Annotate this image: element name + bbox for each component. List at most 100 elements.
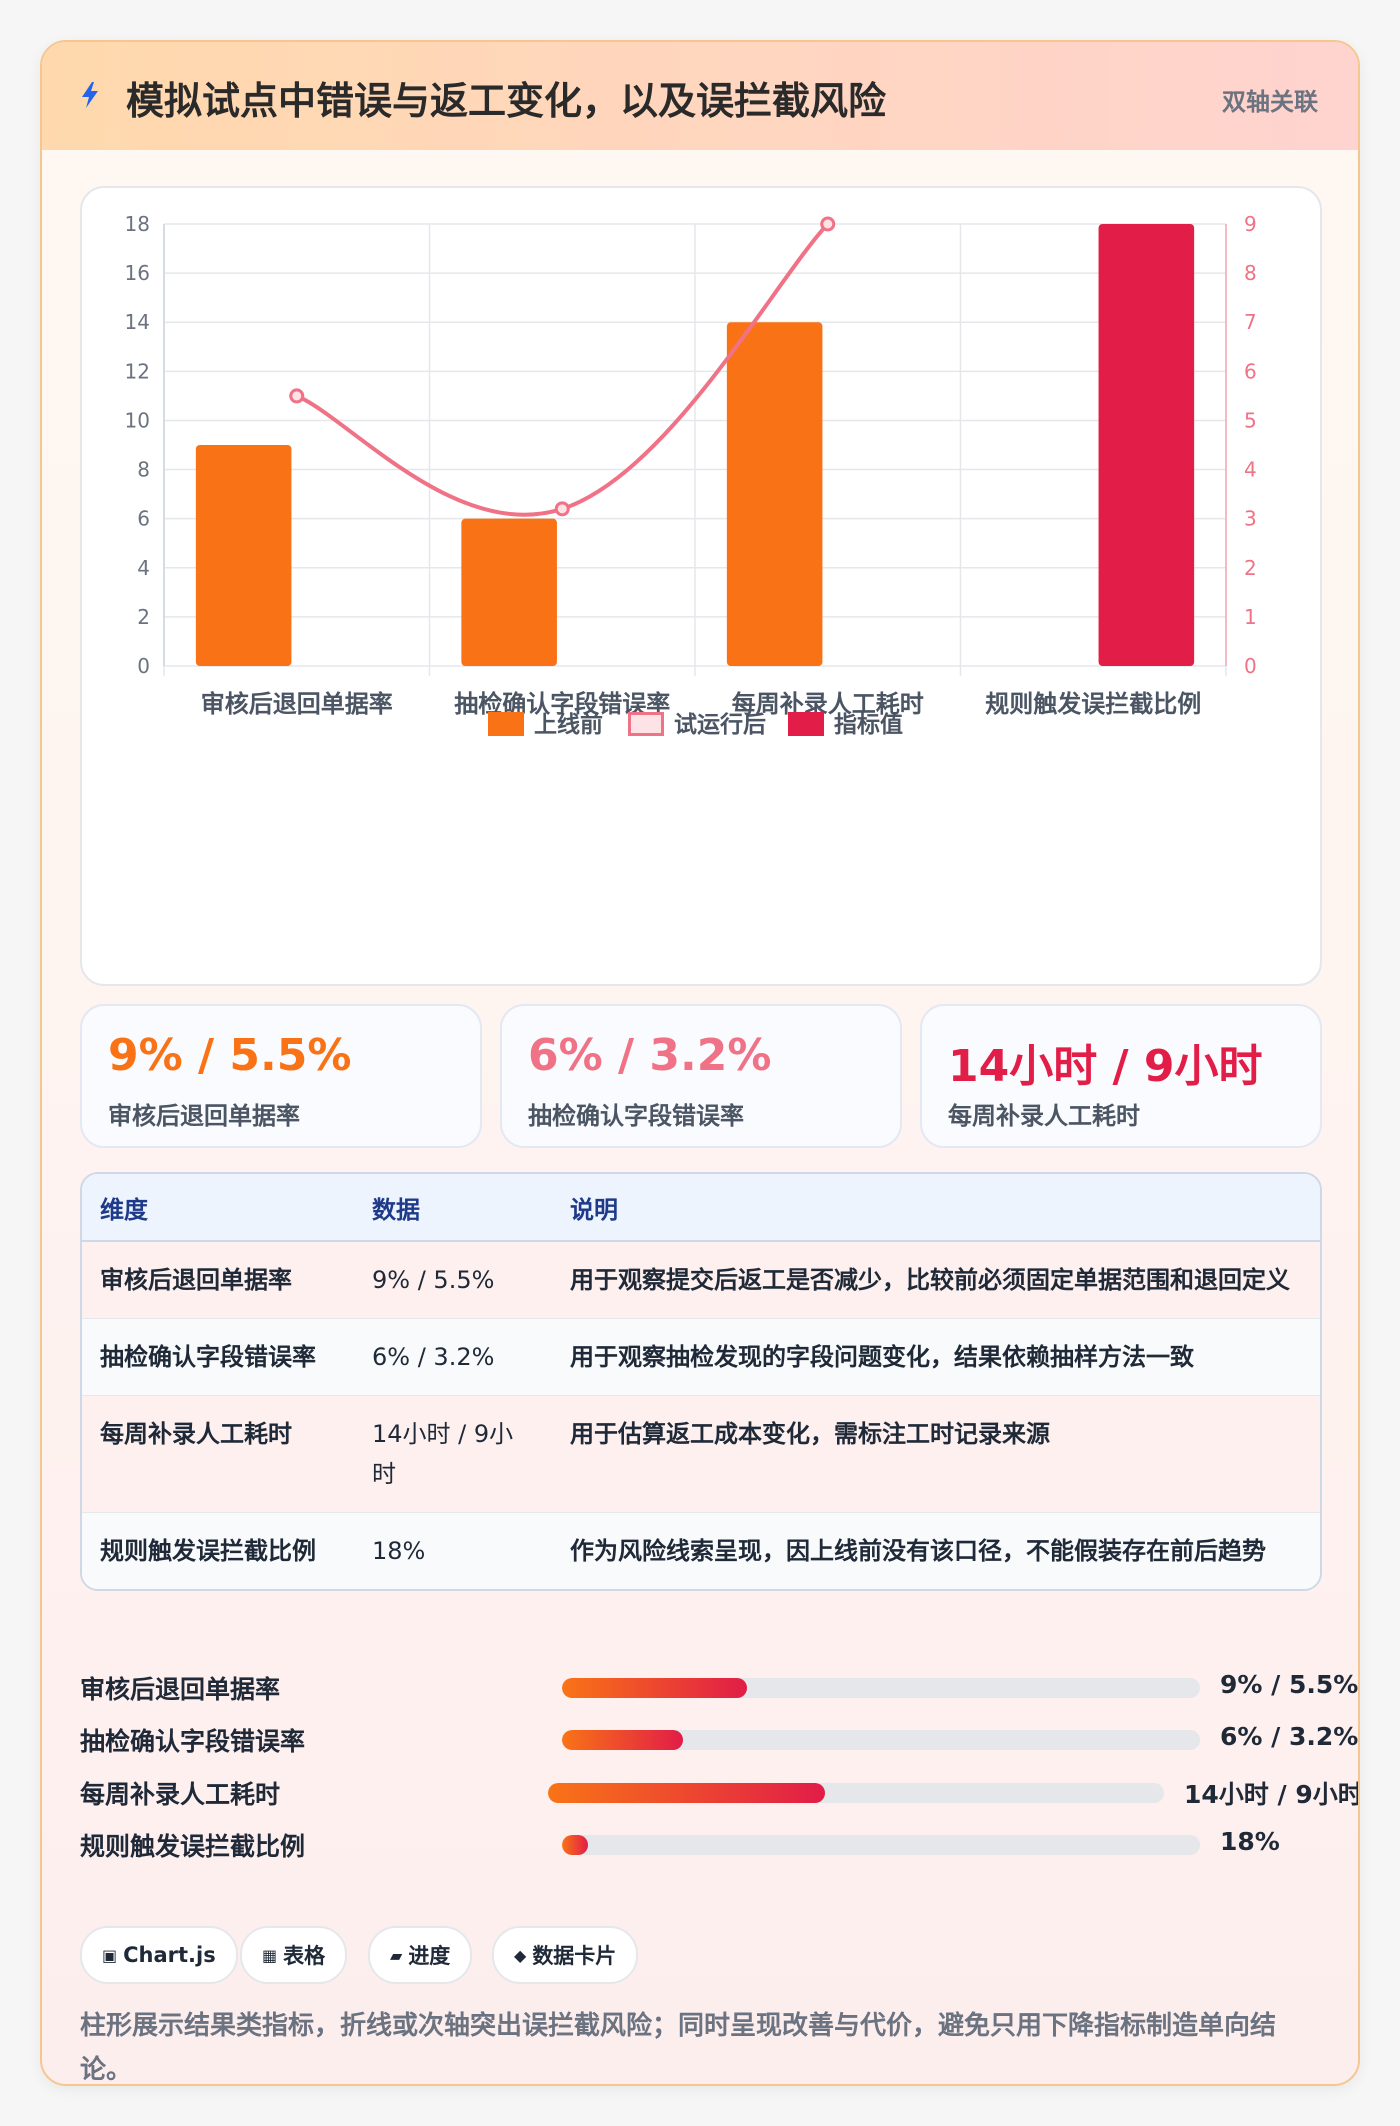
progress-value: 6% / 3.2%: [1220, 1722, 1359, 1751]
x-tick-label: 每周补录人工耗时: [732, 690, 924, 718]
stat-card-manual-hours: 14小时 / 9小时 每周补录人工耗时: [920, 1004, 1322, 1148]
chip-chartjs[interactable]: ▣ Chart.js: [80, 1926, 238, 1984]
progress-fill: [562, 1678, 748, 1698]
y-right-tick-label: 0: [1244, 654, 1257, 678]
y-right-tick-label: 8: [1244, 261, 1257, 285]
stat-value: 6% / 3.2%: [528, 1030, 772, 1081]
table-header-row: 维度 数据 说明: [82, 1174, 1320, 1242]
column-header: 维度: [82, 1174, 354, 1242]
chip-label: 数据卡片: [532, 1944, 617, 1968]
progress-fill: [562, 1730, 684, 1750]
stat-card-field-error: 6% / 3.2% 抽检确认字段错误率: [500, 1004, 902, 1148]
legend-swatch: [628, 712, 664, 736]
progress-row: 规则触发误拦截比例 18%: [80, 1823, 1324, 1863]
progress-label: 审核后退回单据率: [80, 1675, 281, 1704]
legend-label: 试运行后: [674, 711, 766, 738]
progress-label: 规则触发误拦截比例: [80, 1832, 306, 1861]
chart-icon: ▣: [102, 1945, 118, 1965]
chip-label: Chart.js: [123, 1943, 216, 1967]
y-left-tick-label: 14: [125, 310, 150, 334]
table-cell: 14小时 / 9小时: [354, 1395, 552, 1513]
column-header: 数据: [354, 1174, 552, 1242]
progress-label: 每周补录人工耗时: [80, 1780, 281, 1809]
table-cell: 用于估算返工成本变化，需标注工时记录来源: [552, 1395, 1320, 1513]
table-cell: 9% / 5.5%: [354, 1241, 552, 1319]
stat-label: 抽检确认字段错误率: [528, 1102, 744, 1130]
progress-fill: [548, 1783, 826, 1803]
bar: [1098, 224, 1195, 666]
line-point: [820, 216, 836, 232]
chip-progress[interactable]: ▰ 进度: [368, 1926, 473, 1984]
table-row: 每周补录人工耗时 14小时 / 9小时 用于估算返工成本变化，需标注工时记录来源: [82, 1395, 1320, 1513]
progress-row: 审核后退回单据率 9% / 5.5%: [80, 1666, 1358, 1706]
x-tick-label: 审核后退回单据率: [201, 690, 393, 718]
progress-track: [562, 1730, 1200, 1750]
chip-label: 进度: [408, 1944, 451, 1968]
data-table: 维度 数据 说明 审核后退回单据率 9% / 5.5% 用于观察提交后返工是否减…: [80, 1172, 1322, 1591]
table-cell: 6% / 3.2%: [354, 1318, 552, 1396]
progress-value: 18%: [1220, 1827, 1280, 1856]
legend-swatch: [488, 712, 524, 736]
line-point: [554, 501, 570, 517]
progress-fill: [562, 1835, 588, 1855]
stat-label: 每周补录人工耗时: [948, 1102, 1140, 1130]
y-right-tick-label: 6: [1244, 359, 1257, 383]
y-left-tick-label: 18: [125, 212, 150, 236]
line-point: [289, 388, 305, 404]
bar: [461, 518, 557, 666]
y-right-tick-label: 9: [1244, 212, 1257, 236]
bar: [195, 445, 292, 666]
legend-label: 指标值: [834, 711, 903, 738]
legend-label: 上线前: [534, 711, 603, 738]
y-right-tick-label: 1: [1244, 605, 1257, 629]
stat-card-return-rate: 9% / 5.5% 审核后退回单据率: [80, 1004, 482, 1148]
table-cell: 每周补录人工耗时: [82, 1395, 354, 1513]
y-left-tick-label: 2: [137, 605, 150, 629]
stat-label: 审核后退回单据率: [108, 1102, 300, 1130]
progress-track: [562, 1678, 1200, 1698]
table-cell: 18%: [354, 1512, 552, 1589]
x-tick-label: 规则触发误拦截比例: [985, 690, 1201, 718]
table-cell: 审核后退回单据率: [82, 1241, 354, 1319]
progress-track: [562, 1835, 1200, 1855]
chip-table[interactable]: ▦ 表格: [240, 1926, 348, 1984]
column-header: 说明: [552, 1174, 1320, 1242]
y-left-tick-label: 6: [137, 507, 150, 531]
y-left-tick-label: 12: [125, 359, 150, 383]
table-row: 审核后退回单据率 9% / 5.5% 用于观察提交后返工是否减少，比较前必须固定…: [82, 1241, 1320, 1319]
table-cell: 用于观察抽检发现的字段问题变化，结果依赖抽样方法一致: [552, 1318, 1320, 1396]
table-icon: ▦: [262, 1945, 278, 1965]
table-row: 抽检确认字段错误率 6% / 3.2% 用于观察抽检发现的字段问题变化，结果依赖…: [82, 1318, 1320, 1396]
y-left-tick-label: 0: [137, 654, 150, 678]
table-cell: 用于观察提交后返工是否减少，比较前必须固定单据范围和退回定义: [552, 1241, 1320, 1319]
table-cell: 抽检确认字段错误率: [82, 1318, 354, 1396]
progress-label: 抽检确认字段错误率: [80, 1727, 306, 1756]
y-left-tick-label: 4: [137, 556, 150, 580]
legend-swatch: [788, 712, 824, 736]
progress-value: 9% / 5.5%: [1220, 1670, 1359, 1699]
lightning-icon: [82, 82, 98, 108]
footnote: 柱形展示结果类指标，折线或次轴突出误拦截风险；同时呈现改善与代价，避免只用下降指…: [80, 2011, 1277, 2085]
y-left-tick-label: 10: [125, 408, 150, 432]
progress-icon: ▰: [390, 1945, 403, 1965]
table-row: 规则触发误拦截比例 18% 作为风险线索呈现，因上线前没有该口径，不能假装存在前…: [82, 1512, 1320, 1589]
chart-container: 0 2 4 6 8 10 12 14 16 18 0 1 2 3 4 5 6 7 8 9 审核后退回单据率 抽检确认字段错…: [80, 186, 1322, 986]
report-card: 模拟试点中错误与返工变化，以及误拦截风险 双轴关联 0 2 4 6 8 10 12 14 16 1…: [40, 40, 1360, 2086]
stat-value: 9% / 5.5%: [108, 1030, 352, 1081]
chip-label: 表格: [283, 1944, 326, 1968]
stat-value: 14小时 / 9小时: [948, 1041, 1263, 1092]
progress-track: [548, 1783, 1164, 1803]
y-right-tick-label: 3: [1244, 507, 1257, 531]
y-left-tick-label: 8: [137, 458, 150, 482]
progress-value: 14小时 / 9小时: [1184, 1780, 1360, 1809]
bar: [726, 322, 823, 666]
y-right-tick-label: 2: [1244, 556, 1257, 580]
card-title: 模拟试点中错误与返工变化，以及误拦截风险: [126, 79, 887, 123]
diamond-icon: ◆: [514, 1945, 527, 1965]
chip-data-card[interactable]: ◆ 数据卡片: [492, 1926, 639, 1984]
y-right-tick-label: 7: [1244, 310, 1257, 334]
card-header: 模拟试点中错误与返工变化，以及误拦截风险 双轴关联: [42, 42, 1358, 150]
progress-row: 抽检确认字段错误率 6% / 3.2%: [80, 1718, 1358, 1758]
y-right-tick-label: 5: [1244, 408, 1257, 432]
